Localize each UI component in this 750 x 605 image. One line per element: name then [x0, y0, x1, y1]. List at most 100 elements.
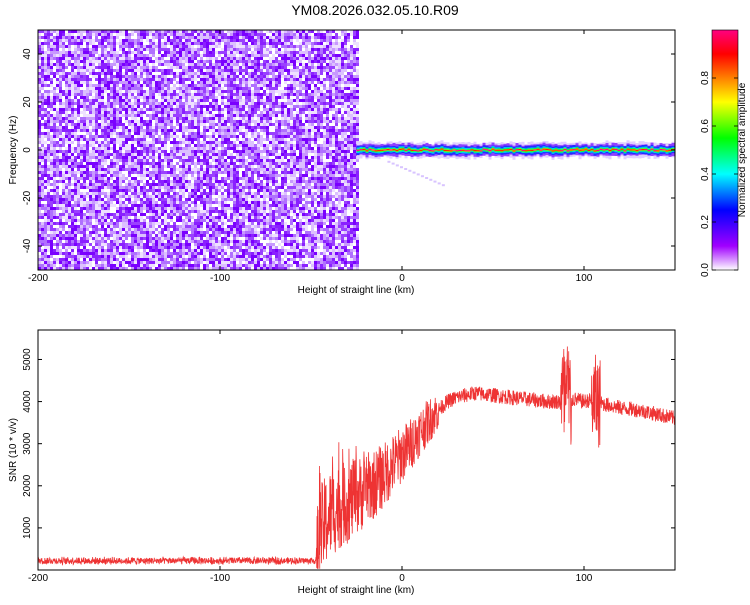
- spectrogram-cell: [188, 126, 191, 129]
- spectrogram-cell: [167, 132, 170, 135]
- spectrogram-cell: [209, 165, 212, 168]
- spectrogram-cell: [137, 87, 140, 90]
- spectrogram-cell: [62, 126, 65, 129]
- spectrogram-cell: [59, 252, 62, 255]
- spectrogram-cell: [95, 159, 98, 162]
- spectrogram-cell: [149, 252, 152, 255]
- spectrogram-cell: [119, 48, 122, 51]
- spectrogram-cell: [236, 108, 239, 111]
- spectrogram-cell: [110, 189, 113, 192]
- spectrogram-cell: [149, 258, 152, 261]
- spectrogram-cell: [74, 117, 77, 120]
- spectrogram-cell: [131, 108, 134, 111]
- spectrogram-cell: [101, 114, 104, 117]
- spectrogram-cell: [80, 267, 83, 270]
- spectrogram-cell: [68, 198, 71, 201]
- spectrogram-cell: [200, 75, 203, 78]
- spectrogram-cell: [89, 69, 92, 72]
- spectrogram-cell: [158, 36, 161, 39]
- spectrogram-cell: [44, 174, 47, 177]
- spectrogram-cell: [56, 243, 59, 246]
- spectrogram-cell: [89, 219, 92, 222]
- spectrogram-cell: [86, 123, 89, 126]
- spectrogram-cell: [230, 219, 233, 222]
- spectrogram-cell: [170, 153, 173, 156]
- spectrogram-cell: [89, 183, 92, 186]
- spectrogram-cell: [185, 75, 188, 78]
- spectrogram-cell: [89, 192, 92, 195]
- spectrogram-cell: [152, 66, 155, 69]
- spectrogram-cell: [158, 57, 161, 60]
- spectrogram-cell: [134, 216, 137, 219]
- spectrogram-cell: [74, 96, 77, 99]
- spectrogram-cell: [176, 261, 179, 264]
- spectrogram-cell: [143, 234, 146, 237]
- spectrogram-cell: [227, 81, 230, 84]
- spectrogram-cell: [170, 213, 173, 216]
- spectrogram-cell: [41, 264, 44, 267]
- spectrogram-cell: [221, 180, 224, 183]
- spectrogram-cell: [89, 48, 92, 51]
- spectrogram-cell: [149, 177, 152, 180]
- spectrogram-cell: [185, 162, 188, 165]
- spectrogram-cell: [83, 183, 86, 186]
- spectrogram-cell: [65, 264, 68, 267]
- spectrogram-cell: [197, 237, 200, 240]
- spectrogram-cell: [158, 213, 161, 216]
- spectrogram-cell: [146, 225, 149, 228]
- spectrogram-cell: [167, 99, 170, 102]
- spectrogram-cell: [227, 105, 230, 108]
- spectrogram-cell: [146, 261, 149, 264]
- spectrogram-cell: [47, 90, 50, 93]
- spectrogram-cell: [164, 120, 167, 123]
- spectrogram-cell: [107, 36, 110, 39]
- spectrogram-cell: [134, 87, 137, 90]
- spectrogram-cell: [134, 114, 137, 117]
- spectrogram-cell: [224, 141, 227, 144]
- spectrogram-cell: [62, 255, 65, 258]
- spectrogram-cell: [50, 45, 53, 48]
- spectrogram-cell: [182, 207, 185, 210]
- spectrogram-cell: [209, 255, 212, 258]
- spectrogram-cell: [191, 192, 194, 195]
- spectrogram-cell: [152, 171, 155, 174]
- spectrogram-cell: [113, 162, 116, 165]
- spectrogram-cell: [128, 144, 131, 147]
- spectrogram-cell: [224, 108, 227, 111]
- spectrogram-cell: [197, 177, 200, 180]
- spectrogram-cell: [71, 252, 74, 255]
- spectrogram-cell: [101, 240, 104, 243]
- spectrogram-cell: [74, 243, 77, 246]
- spectrogram-cell: [149, 84, 152, 87]
- spectrogram-cell: [119, 168, 122, 171]
- spectrogram-cell: [143, 99, 146, 102]
- spectrogram-cell: [95, 216, 98, 219]
- spectrogram-cell: [161, 99, 164, 102]
- spectrogram-cell: [209, 210, 212, 213]
- spectrogram-cell: [56, 204, 59, 207]
- spectrogram-cell: [158, 135, 161, 138]
- spectrogram-cell: [119, 171, 122, 174]
- spectrogram-cell: [98, 177, 101, 180]
- spectrogram-cell: [137, 102, 140, 105]
- spectrogram-cell: [224, 264, 227, 267]
- spectrogram-cell: [44, 81, 47, 84]
- spectrogram-cell: [224, 177, 227, 180]
- spectrogram-cell: [47, 45, 50, 48]
- spectrogram-cell: [110, 264, 113, 267]
- spectrogram-cell: [149, 261, 152, 264]
- spectrogram-cell: [119, 246, 122, 249]
- spectrogram-cell: [89, 165, 92, 168]
- spectrogram-cell: [152, 264, 155, 267]
- spectrogram-cell: [137, 234, 140, 237]
- spectrogram-cell: [68, 105, 71, 108]
- spectrogram-cell: [107, 60, 110, 63]
- spectrogram-cell: [176, 54, 179, 57]
- spectrogram-cell: [185, 138, 188, 141]
- spectrogram-cell: [245, 126, 248, 129]
- spectrogram-cell: [191, 33, 194, 36]
- spectrogram-cell: [101, 267, 104, 270]
- spectrogram-cell: [140, 231, 143, 234]
- spectrogram-cell: [128, 201, 131, 204]
- spectrogram-cell: [212, 183, 215, 186]
